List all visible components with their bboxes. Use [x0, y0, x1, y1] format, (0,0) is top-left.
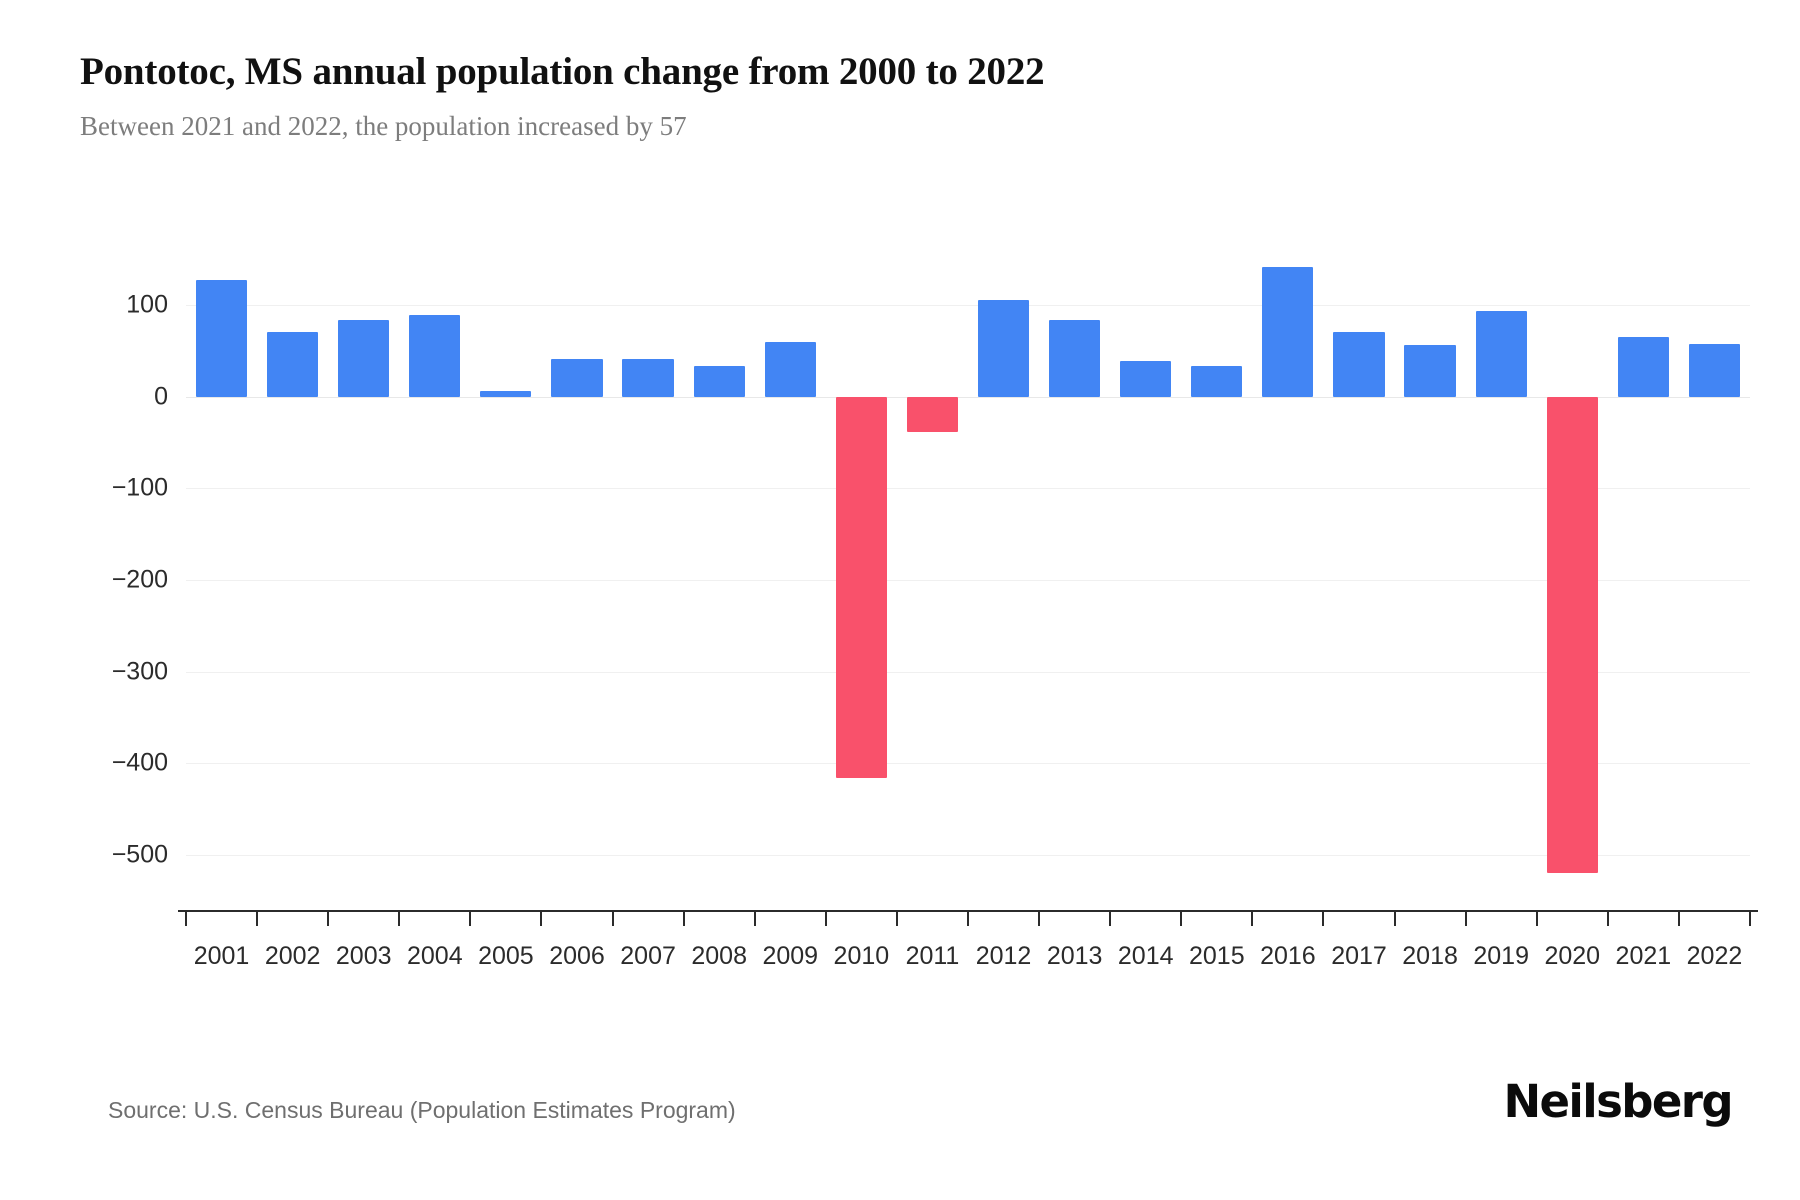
- x-axis-tick: [398, 912, 401, 926]
- bar-2010[interactable]: [835, 396, 887, 778]
- x-axis-label-2002: 2002: [264, 942, 321, 970]
- x-axis-tick: [1535, 912, 1538, 926]
- chart-subtitle: Between 2021 and 2022, the population in…: [80, 110, 687, 141]
- y-axis-tick-label: 0: [154, 382, 168, 411]
- y-axis-tick-label: −300: [111, 657, 168, 686]
- bar-2015[interactable]: [1191, 366, 1243, 397]
- plot-area: 100 0 −100 −200 −300 −400 −500 2001 2002 2003 2004…: [112, 250, 1758, 970]
- x-axis-tick: [1749, 912, 1751, 926]
- x-axis-label-2011: 2011: [905, 942, 960, 970]
- brand-logo: Neilsberg: [1503, 1075, 1733, 1128]
- gridline-100: [186, 305, 1750, 306]
- bar-2020[interactable]: [1546, 396, 1598, 874]
- bar-2013[interactable]: [1049, 319, 1101, 397]
- x-axis-tick: [1464, 912, 1467, 926]
- bar-2006[interactable]: [551, 359, 603, 397]
- x-axis-label-2003: 2003: [335, 942, 392, 970]
- bar-2008[interactable]: [693, 365, 745, 397]
- bar-2017[interactable]: [1333, 331, 1385, 397]
- y-axis-tick-label: −200: [111, 565, 168, 594]
- x-axis-tick: [1393, 912, 1396, 926]
- gridline--300: [186, 671, 1750, 673]
- bar-2001[interactable]: [195, 280, 248, 397]
- gridline--100: [186, 488, 1750, 490]
- x-axis-tick: [327, 912, 330, 926]
- x-axis-label-2018: 2018: [1402, 942, 1458, 970]
- x-axis-tick: [1109, 912, 1112, 926]
- bar-2021[interactable]: [1617, 337, 1669, 397]
- x-axis-label-2001: 2001: [193, 942, 250, 970]
- gridline--400: [186, 763, 1750, 765]
- x-axis-tick: [185, 912, 187, 926]
- bar-2022[interactable]: [1688, 344, 1741, 397]
- x-axis-tick: [895, 912, 898, 926]
- x-axis-label-2008: 2008: [691, 942, 747, 970]
- x-axis-label-2020: 2020: [1544, 942, 1601, 970]
- x-axis-label-2004: 2004: [407, 942, 463, 970]
- bar-2002[interactable]: [267, 331, 319, 397]
- source-note: Source: U.S. Census Bureau (Population E…: [108, 1097, 736, 1123]
- page-title: Pontotoc, MS annual population change fr…: [80, 50, 1045, 93]
- y-axis-tick-label: 100: [126, 290, 168, 319]
- y-axis-tick-label: −500: [111, 840, 168, 869]
- x-axis-tick: [1322, 912, 1325, 926]
- bar-2014[interactable]: [1120, 360, 1172, 397]
- x-axis-label-2005: 2005: [478, 942, 534, 970]
- x-axis-tick: [753, 912, 756, 926]
- gridline-0: [186, 396, 1750, 398]
- x-axis-label-2022: 2022: [1686, 942, 1743, 970]
- gridline--500: [186, 855, 1750, 856]
- gridline--200: [186, 580, 1750, 581]
- bar-2007[interactable]: [622, 359, 674, 397]
- x-axis-label-2021: 2021: [1615, 942, 1672, 970]
- x-axis-tick: [469, 912, 472, 926]
- x-axis-label-2015: 2015: [1189, 942, 1245, 970]
- bar-2003[interactable]: [338, 319, 390, 397]
- y-axis-tick-label: −400: [111, 748, 168, 777]
- x-axis-line: [178, 910, 1758, 912]
- x-axis-tick: [682, 912, 685, 926]
- bar-2005[interactable]: [480, 391, 532, 397]
- bar-2019[interactable]: [1475, 311, 1527, 397]
- x-axis-label-2012: 2012: [975, 942, 1032, 970]
- x-axis-tick: [1038, 912, 1041, 926]
- x-axis-tick: [1606, 912, 1609, 926]
- x-axis-label-2009: 2009: [762, 942, 819, 970]
- x-axis-label-2014: 2014: [1117, 942, 1174, 970]
- x-axis-label-2017: 2017: [1331, 942, 1387, 970]
- x-axis-label-2006: 2006: [549, 942, 605, 970]
- bar-2009[interactable]: [764, 341, 816, 397]
- bar-2011[interactable]: [906, 396, 959, 433]
- chart-header: Pontotoc, MS annual population change fr…: [80, 48, 1720, 142]
- x-axis-label-2019: 2019: [1473, 942, 1529, 970]
- x-axis-tick: [611, 912, 614, 926]
- x-axis-tick: [1180, 912, 1183, 926]
- x-axis-tick: [540, 912, 543, 926]
- bar-2004[interactable]: [409, 315, 461, 397]
- bar-2016[interactable]: [1262, 266, 1314, 397]
- x-axis-tick: [1677, 912, 1680, 926]
- y-axis-tick-label: −100: [111, 473, 168, 502]
- x-axis-label-2010: 2010: [833, 942, 890, 970]
- x-axis-tick: [967, 912, 969, 926]
- x-axis-tick: [256, 912, 259, 926]
- x-axis-label-2016: 2016: [1260, 942, 1316, 970]
- x-axis-tick: [1251, 912, 1254, 926]
- x-axis-label-2013: 2013: [1046, 942, 1103, 970]
- x-axis-tick: [824, 912, 827, 926]
- bar-2018[interactable]: [1404, 345, 1456, 397]
- bar-2012[interactable]: [977, 299, 1030, 397]
- x-axis-label-2007: 2007: [620, 942, 676, 970]
